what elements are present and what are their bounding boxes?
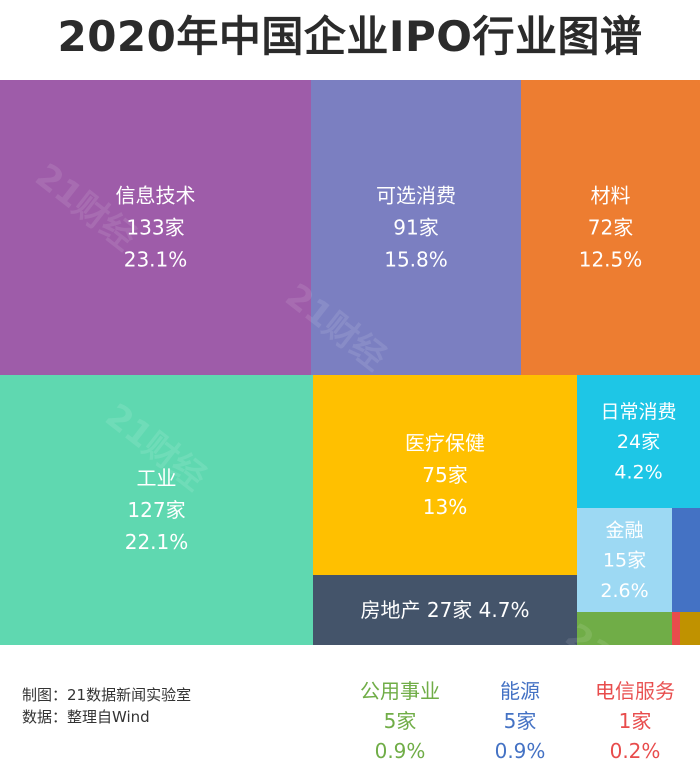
tile-health-care xyxy=(313,375,577,575)
legend-utilities-pct: 0.9% xyxy=(374,739,426,763)
tile-industrials-count: 127家 xyxy=(127,498,185,522)
tile-financials-pct: 2.6% xyxy=(600,580,648,602)
chart-title: 2020年中国企业IPO行业图谱 xyxy=(57,12,643,61)
credit-text: 制图：21数据新闻实验室 xyxy=(22,686,192,704)
legend-telecom: 电信服务 1家 0.2% xyxy=(575,676,695,766)
tile-health-care-pct: 13% xyxy=(423,495,467,519)
legend-utilities-count: 5家 xyxy=(383,709,417,733)
tile-consumer-discretionary-count: 91家 xyxy=(393,216,438,240)
tile-consumer-discretionary-pct: 15.8% xyxy=(384,248,448,272)
tile-health-care-count: 75家 xyxy=(422,463,467,487)
tile-financials-name: 金融 xyxy=(605,519,643,541)
tile-materials-pct: 12.5% xyxy=(579,248,643,272)
tile-energy xyxy=(672,508,700,612)
tile-telecom-services xyxy=(672,612,680,645)
source-text: 数据：整理自Wind xyxy=(22,708,150,726)
legend-energy-pct: 0.9% xyxy=(494,739,546,763)
tile-information-technology-count: 133家 xyxy=(126,216,184,240)
legend-telecom-count: 1家 xyxy=(618,709,652,733)
legend-energy-count: 5家 xyxy=(503,709,537,733)
tile-consumer-staples-name: 日常消费 xyxy=(600,401,676,423)
legend-energy: 能源 5家 0.9% xyxy=(480,676,560,766)
tile-real-estate-label: 房地产 27家 4.7% xyxy=(361,598,530,622)
tile-health-care-name: 医疗保健 xyxy=(405,431,485,455)
treemap-chart: 信息技术 133家 23.1% 可选消费 91家 15.8% 材料 72家 12.5% 工业 127… xyxy=(0,80,700,645)
footer-notes: 制图：21数据新闻实验室 数据：整理自Wind xyxy=(22,684,191,728)
tile-real-estate xyxy=(313,575,577,645)
tile-consumer-staples xyxy=(577,375,700,508)
tile-other-small xyxy=(680,612,700,645)
tile-information-technology xyxy=(0,80,311,375)
tile-utilities xyxy=(577,612,672,645)
tile-consumer-discretionary xyxy=(311,80,521,375)
tile-consumer-staples-count: 24家 xyxy=(617,431,660,453)
legend-energy-name: 能源 xyxy=(500,679,540,703)
tile-industrials-name: 工业 xyxy=(137,466,177,490)
legend-telecom-name: 电信服务 xyxy=(595,679,675,703)
legend-telecom-pct: 0.2% xyxy=(609,739,661,763)
legend-utilities: 公用事业 5家 0.9% xyxy=(340,676,460,766)
tile-consumer-discretionary-name: 可选消费 xyxy=(376,184,456,208)
tile-industrials xyxy=(0,375,313,645)
tile-materials-count: 72家 xyxy=(588,216,633,240)
tile-consumer-staples-pct: 4.2% xyxy=(614,462,662,484)
tile-materials xyxy=(521,80,700,375)
tile-information-technology-name: 信息技术 xyxy=(116,184,196,208)
tile-materials-name: 材料 xyxy=(591,184,631,208)
tile-financials-count: 15家 xyxy=(603,550,646,572)
tile-information-technology-pct: 23.1% xyxy=(124,248,188,272)
tile-financials xyxy=(577,508,672,612)
legend-utilities-name: 公用事业 xyxy=(360,679,440,703)
tile-industrials-pct: 22.1% xyxy=(125,530,189,554)
